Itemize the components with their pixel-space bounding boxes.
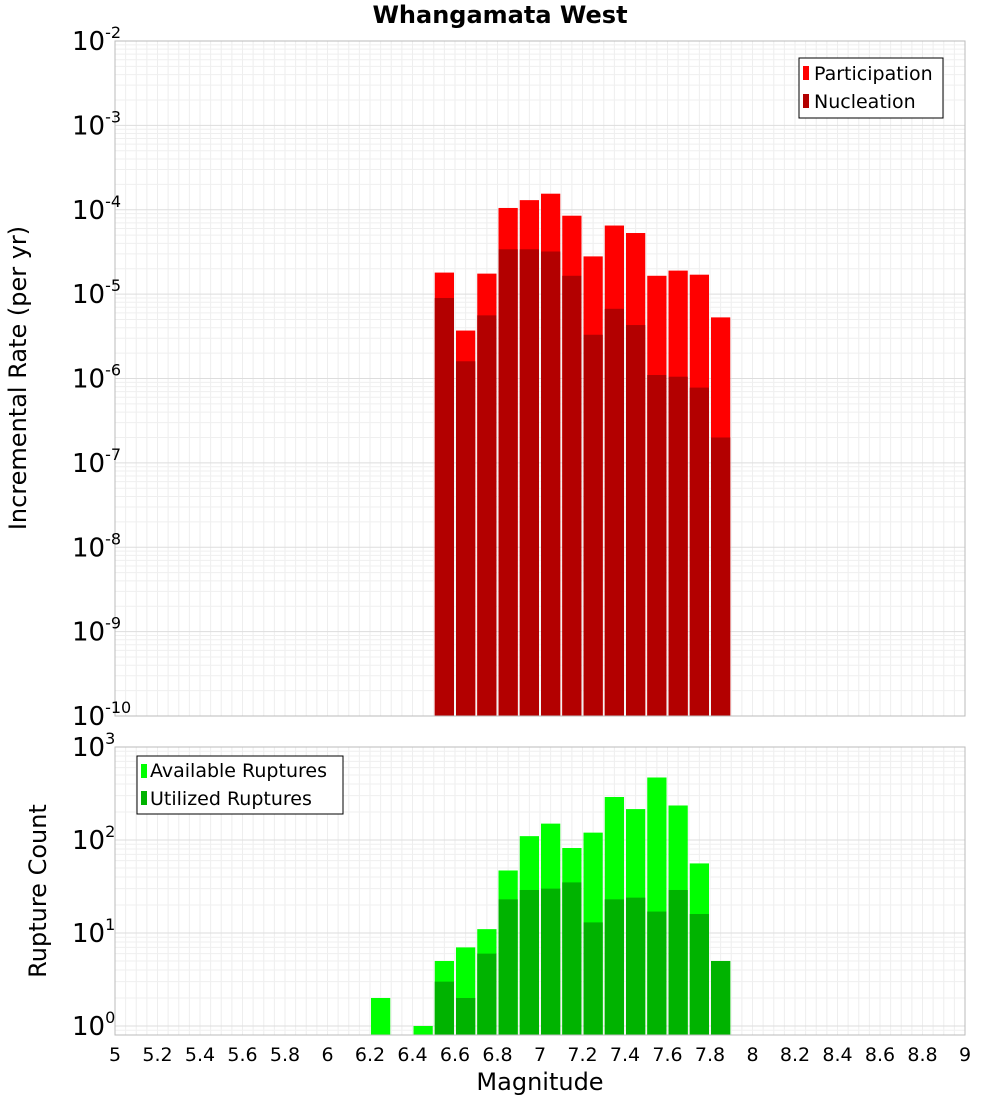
top-plot: 10-10 10-9 10-8 10-7 10-6 10-5 10-4 10-3 10-2 In… <box>4 23 966 732</box>
bottom-legend: Available Ruptures Utilized Ruptures <box>136 755 344 815</box>
legend-swatch-available-ruptures <box>141 764 147 778</box>
bottom-x-tick-labels: 5 5.2 5.4 5.6 5.8 6 6.2 6.4 6.6 6.8 7 7.2 7.4 7.6 7.8 8… <box>109 1044 971 1066</box>
bar-nucleation <box>583 334 603 716</box>
x-tick-label: 5.8 <box>270 1044 300 1066</box>
bar-utilized-ruptures <box>668 889 688 1035</box>
bar-nucleation <box>711 437 731 716</box>
bar-utilized-ruptures <box>583 922 603 1035</box>
y-tick-label: 100 <box>72 1008 115 1042</box>
bar-utilized-ruptures <box>647 911 667 1035</box>
legend-swatch-nucleation <box>803 94 809 108</box>
x-tick-label: 5 <box>109 1044 121 1066</box>
top-plot-gridlines <box>114 41 966 717</box>
bar-available-ruptures <box>371 997 391 1035</box>
x-tick-label: 6.2 <box>355 1044 385 1066</box>
bar-utilized-ruptures <box>477 953 497 1035</box>
y-tick-label: 10-8 <box>72 529 121 563</box>
y-tick-label: 10-5 <box>72 276 121 310</box>
bar-utilized-ruptures <box>456 997 476 1035</box>
x-tick-label: 5.2 <box>142 1044 172 1066</box>
top-plot-bars <box>434 193 731 717</box>
bar-nucleation <box>541 251 561 716</box>
chart-title: Whangamata West <box>372 1 627 29</box>
bar-nucleation <box>519 249 539 716</box>
x-tick-label: 8.2 <box>780 1044 810 1066</box>
bar-utilized-ruptures <box>541 888 561 1035</box>
bar-utilized-ruptures <box>519 889 539 1035</box>
top-y-axis-label: Incremental Rate (per yr) <box>4 226 32 530</box>
y-tick-label: 10-10 <box>72 698 131 732</box>
legend-label-available-ruptures: Available Ruptures <box>150 760 327 782</box>
x-tick-label: 6.6 <box>440 1044 470 1066</box>
bottom-legend-box <box>136 755 344 815</box>
top-legend-box <box>798 57 944 119</box>
bar-nucleation <box>689 387 709 716</box>
x-tick-label: 6.8 <box>482 1044 512 1066</box>
y-tick-label: 10-2 <box>72 23 121 57</box>
legend-swatch-participation <box>803 66 809 80</box>
top-plot-frame <box>114 40 966 717</box>
y-tick-label: 10-4 <box>72 192 121 226</box>
x-tick-label: 7 <box>534 1044 546 1066</box>
bottom-y-axis-label: Rupture Count <box>24 804 52 978</box>
y-tick-label: 101 <box>72 915 115 949</box>
x-tick-label: 8.6 <box>865 1044 895 1066</box>
x-tick-label: 8.4 <box>822 1044 852 1066</box>
bar-available-ruptures <box>413 1025 433 1035</box>
legend-label-utilized-ruptures: Utilized Ruptures <box>150 788 312 810</box>
bar-utilized-ruptures <box>689 914 709 1035</box>
bar-nucleation <box>498 249 518 716</box>
x-tick-label: 8.8 <box>907 1044 937 1066</box>
y-tick-label: 10-3 <box>72 107 121 141</box>
x-tick-label: 5.4 <box>185 1044 215 1066</box>
x-tick-label: 6 <box>321 1044 333 1066</box>
y-tick-label: 10-9 <box>72 614 121 648</box>
y-tick-label: 103 <box>72 729 115 763</box>
bar-utilized-ruptures <box>498 899 518 1035</box>
bar-utilized-ruptures <box>711 960 731 1035</box>
legend-label-nucleation: Nucleation <box>814 91 916 113</box>
bar-nucleation <box>668 376 688 716</box>
bar-nucleation <box>456 361 476 716</box>
bottom-plot-frame <box>114 746 966 1036</box>
bottom-plot-bars <box>371 777 731 1035</box>
legend-label-participation: Participation <box>814 63 933 85</box>
bottom-plot-gridlines <box>114 747 966 1036</box>
bar-nucleation <box>434 297 454 716</box>
x-tick-label: 7.6 <box>652 1044 682 1066</box>
bottom-y-tick-labels: 100 101 102 103 <box>72 729 115 1042</box>
bar-nucleation <box>562 275 582 716</box>
y-tick-label: 10-6 <box>72 361 121 395</box>
bar-utilized-ruptures <box>562 882 582 1035</box>
top-y-tick-labels: 10-10 10-9 10-8 10-7 10-6 10-5 10-4 10-3 10-2 <box>72 23 131 732</box>
top-legend: Participation Nucleation <box>798 57 944 119</box>
bar-nucleation <box>477 315 497 716</box>
bar-nucleation <box>647 375 667 716</box>
x-tick-label: 6.4 <box>397 1044 427 1066</box>
legend-swatch-utilized-ruptures <box>141 791 147 805</box>
x-tick-label: 7.4 <box>610 1044 640 1066</box>
bar-utilized-ruptures <box>604 899 624 1035</box>
x-axis-label: Magnitude <box>476 1068 603 1096</box>
x-tick-label: 5.6 <box>227 1044 257 1066</box>
bar-utilized-ruptures <box>626 897 646 1035</box>
x-tick-label: 8 <box>746 1044 758 1066</box>
x-tick-label: 7.8 <box>695 1044 725 1066</box>
bar-nucleation <box>604 308 624 716</box>
y-tick-label: 102 <box>72 822 115 856</box>
bar-utilized-ruptures <box>434 981 454 1035</box>
x-tick-label: 7.2 <box>567 1044 597 1066</box>
bar-nucleation <box>626 325 646 716</box>
x-tick-label: 9 <box>959 1044 971 1066</box>
y-tick-label: 10-7 <box>72 445 121 479</box>
bottom-plot: 100 101 102 103 5 5.2 5.4 5.6 5.8 6 6.2 6.4 6.6 6.8 7… <box>24 729 971 1096</box>
